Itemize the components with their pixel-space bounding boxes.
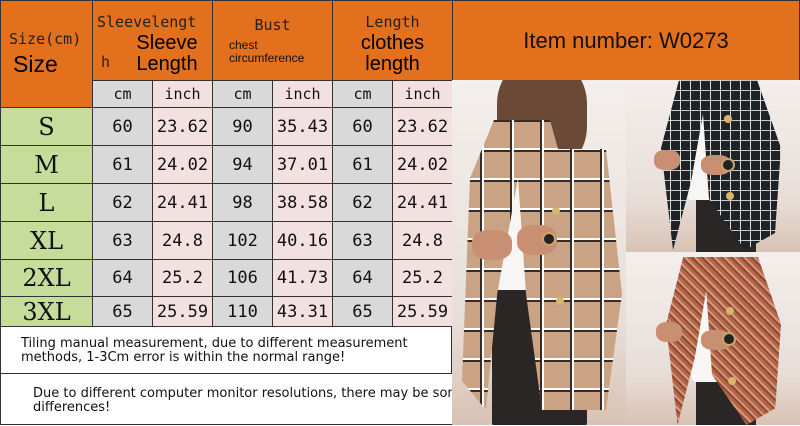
- unit-header-inch: inch: [392, 80, 453, 108]
- size-label: L: [0, 183, 93, 222]
- table-cell: 25.2: [392, 259, 453, 297]
- table-cell: 25.2: [152, 259, 213, 297]
- table-cell: 24.02: [392, 145, 453, 184]
- unit-header-cm: cm: [212, 80, 273, 108]
- table-cell: 106: [212, 259, 273, 297]
- table-cell: 61: [92, 145, 153, 184]
- table-cell: 63: [92, 221, 153, 260]
- header-bust: Bust chest circumference: [212, 0, 333, 81]
- size-label: S: [0, 107, 93, 146]
- table-cell: 41.73: [272, 259, 333, 297]
- length-cn-label: Length: [365, 13, 420, 31]
- bust-en-label: chest circumference: [229, 38, 305, 65]
- unit-header-inch: inch: [152, 80, 213, 108]
- table-cell: 65: [92, 296, 153, 327]
- table-cell: 23.62: [152, 107, 213, 146]
- size-label: M: [0, 145, 93, 184]
- unit-header-cm: cm: [332, 80, 393, 108]
- table-cell: 25.59: [152, 296, 213, 327]
- unit-header-cm: cm: [92, 80, 153, 108]
- table-cell: 24.8: [392, 221, 453, 260]
- table-cell: 24.41: [392, 183, 453, 222]
- table-cell: 98: [212, 183, 273, 222]
- table-cell: 64: [332, 259, 393, 297]
- unit-header-inch: inch: [272, 80, 333, 108]
- table-cell: 62: [332, 183, 393, 222]
- table-cell: 65: [332, 296, 393, 327]
- header-length: Length clothes length: [332, 0, 453, 81]
- table-cell: 37.01: [272, 145, 333, 184]
- table-cell: 90: [212, 107, 273, 146]
- table-cell: 25.59: [392, 296, 453, 327]
- header-sleeve: Sleevelengt h Sleeve Length: [92, 0, 213, 81]
- sleeve-cn-tail: h: [101, 53, 111, 71]
- sleeve-en-label: Sleeve Length: [136, 32, 198, 75]
- table-cell: 110: [212, 296, 273, 327]
- measurement-note-text: Tiling manual measurement, due to differ…: [21, 336, 408, 365]
- table-cell: 61: [332, 145, 393, 184]
- length-en-label: clothes length: [360, 32, 425, 75]
- table-cell: 35.43: [272, 107, 333, 146]
- size-label: XL: [0, 221, 93, 260]
- table-cell: 63: [332, 221, 393, 260]
- item-number-banner: Item number: W0273: [452, 0, 800, 81]
- table-cell: 60: [92, 107, 153, 146]
- color-note-text: Due to different computer monitor resolu…: [33, 386, 505, 415]
- table-cell: 94: [212, 145, 273, 184]
- measurement-note: Tiling manual measurement, due to differ…: [0, 326, 452, 374]
- size-label: 2XL: [0, 259, 93, 297]
- table-cell: 62: [92, 183, 153, 222]
- size-en-label: Size: [13, 51, 58, 77]
- plaid-jacket: [462, 120, 622, 410]
- bust-cn-label: Bust: [254, 16, 291, 34]
- size-cn-label: Size(cm): [9, 30, 82, 48]
- table-cell: 23.62: [392, 107, 453, 146]
- table-cell: 38.58: [272, 183, 333, 222]
- size-label: 3XL: [0, 296, 93, 327]
- header-size: Size(cm) Size: [0, 0, 93, 108]
- item-number: Item number: W0273: [523, 27, 729, 53]
- table-cell: 64: [92, 259, 153, 297]
- table-cell: 24.41: [152, 183, 213, 222]
- table-cell: 43.31: [272, 296, 333, 327]
- table-cell: 102: [212, 221, 273, 260]
- table-cell: 60: [332, 107, 393, 146]
- sleeve-cn-label: Sleevelengt: [97, 13, 197, 31]
- photo-brown-tweed-blazer: [626, 252, 800, 425]
- table-cell: 24.8: [152, 221, 213, 260]
- photo-beige-plaid-blazer: [452, 80, 626, 425]
- photo-black-plaid-blazer: [626, 80, 800, 252]
- table-cell: 40.16: [272, 221, 333, 260]
- table-cell: 24.02: [152, 145, 213, 184]
